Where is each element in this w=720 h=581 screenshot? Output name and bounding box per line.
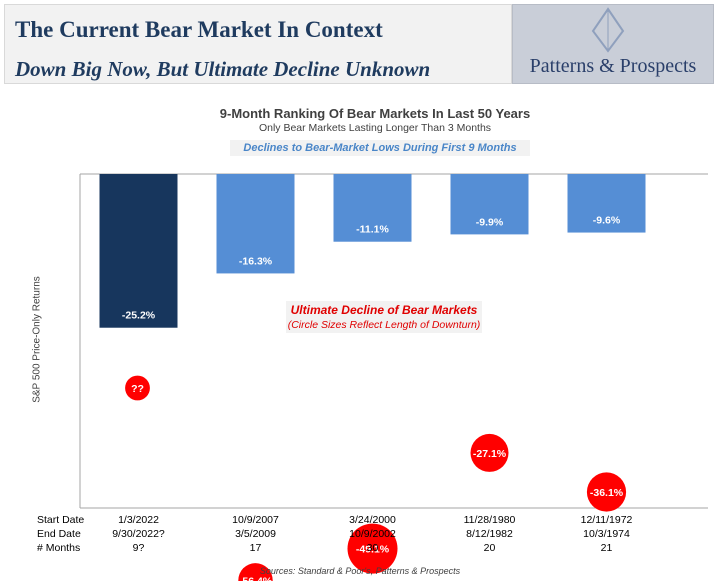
decline-circle-3 — [347, 523, 398, 574]
row-label-end: End Date — [37, 528, 81, 540]
annotation-box: Ultimate Decline of Bear Markets (Circle… — [286, 301, 482, 333]
bar-label-3: -11.1% — [356, 224, 389, 236]
months-3: 30 — [366, 542, 379, 554]
bar-label-1: -25.2% — [122, 310, 156, 322]
chart-title: 9-Month Ranking Of Bear Markets In Last … — [219, 106, 531, 121]
end-date-4: 8/12/1982 — [466, 528, 513, 540]
source-note: Sources: Standard & Poor's, Patterns & P… — [259, 566, 461, 576]
bar-2 — [216, 174, 295, 274]
decline-label-1: ?? — [131, 383, 144, 395]
header: The Current Bear Market In Context Down … — [0, 0, 720, 86]
start-date-3: 3/24/2000 — [349, 514, 396, 526]
page-subtitle: Down Big Now, But Ultimate Decline Unkno… — [15, 57, 431, 81]
end-date-2: 3/5/2009 — [235, 528, 276, 540]
logo-text: Patterns & Prospects — [529, 55, 697, 77]
logo: Patterns & Prospects — [512, 4, 714, 84]
decline-label-4: -27.1% — [473, 448, 507, 460]
annotation-subtitle: (Circle Sizes Reflect Length of Downturn… — [287, 319, 481, 331]
months-4: 20 — [483, 542, 496, 554]
annotation-title: Ultimate Decline of Bear Markets — [290, 303, 478, 317]
bar-3 — [333, 174, 412, 242]
bar-1 — [99, 174, 178, 328]
bar-label-5: -9.6% — [593, 215, 621, 227]
start-date-2: 10/9/2007 — [232, 514, 279, 526]
months-2: 17 — [249, 542, 262, 554]
decline-label-5: -36.1% — [590, 487, 624, 499]
months-5: 21 — [600, 542, 613, 554]
decline-label-3: -49.1% — [356, 544, 390, 556]
end-date-3: 10/9/2002 — [349, 528, 396, 540]
decline-circle-1 — [125, 375, 150, 401]
bar-4 — [450, 174, 529, 235]
decline-label-2: -56.4% — [239, 575, 273, 581]
row-label-start: Start Date — [37, 514, 85, 526]
start-date-5: 12/11/1972 — [580, 514, 633, 526]
page-title: The Current Bear Market In Context — [15, 17, 383, 42]
end-date-1: 9/30/2022? — [112, 528, 165, 540]
end-date-5: 10/3/1974 — [583, 528, 630, 540]
start-date-4: 11/28/1980 — [463, 514, 516, 526]
logo-pattern — [591, 7, 625, 53]
bar-label-2: -16.3% — [239, 255, 273, 267]
bar-label-4: -9.9% — [476, 216, 504, 228]
decline-circle-2 — [238, 563, 273, 581]
chart-subtitle: Only Bear Markets Lasting Longer Than 3 … — [258, 122, 492, 134]
panel-label: Declines to Bear-Market Lows During Firs… — [230, 140, 530, 156]
title-panel: The Current Bear Market In Context Down … — [4, 4, 512, 84]
start-date-1: 1/3/2022 — [118, 514, 159, 526]
bar-5 — [567, 174, 646, 233]
row-label-months: # Months — [37, 542, 81, 554]
decline-circle-5 — [586, 472, 627, 512]
months-1: 9? — [132, 542, 145, 554]
decline-circle-4 — [470, 433, 509, 472]
